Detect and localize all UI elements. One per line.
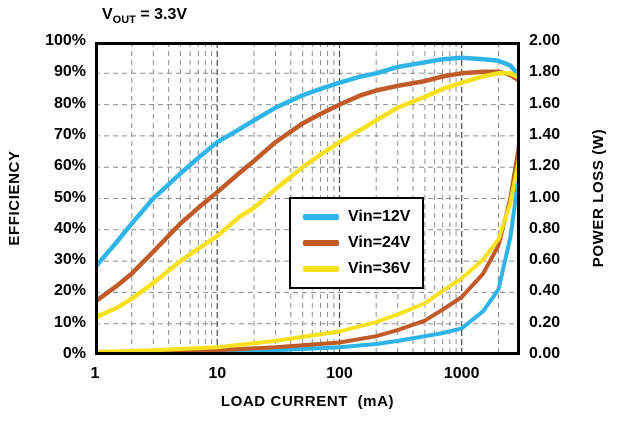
y-left-tick: 40% bbox=[53, 219, 86, 237]
legend-swatch-vin12 bbox=[303, 214, 339, 220]
plot-area bbox=[95, 42, 520, 355]
legend-item-vin12: Vin=12V bbox=[303, 208, 410, 226]
y-left-tick: 100% bbox=[45, 32, 86, 49]
y-right-tick: 0.40 bbox=[529, 282, 561, 300]
y-axis-left-title: EFFICIENCY bbox=[6, 150, 23, 246]
y-right-tick: 2.00 bbox=[529, 32, 561, 49]
x-axis-title: LOAD CURRENT (mA) bbox=[220, 393, 395, 410]
legend-label-vin12: Vin=12V bbox=[348, 208, 411, 225]
legend-label-vin24: Vin=24V bbox=[348, 234, 411, 251]
legend: Vin=12V Vin=24V Vin=36V bbox=[289, 197, 425, 289]
y-right-tick: 1.60 bbox=[529, 94, 561, 112]
chart-title-suffix: = 3.3V bbox=[135, 6, 188, 23]
x-tick: 1000 bbox=[443, 365, 480, 382]
x-tick: 1 bbox=[90, 365, 100, 382]
y-axis-right-title: POWER LOSS (W) bbox=[590, 128, 607, 268]
legend-item-vin36: Vin=36V bbox=[303, 260, 410, 278]
legend-item-vin24: Vin=24V bbox=[303, 234, 410, 252]
x-tick: 10 bbox=[208, 365, 227, 382]
y-left-tick: 70% bbox=[53, 125, 86, 143]
y-left-tick: 90% bbox=[53, 63, 86, 81]
y-right-tick: 0.20 bbox=[529, 313, 561, 331]
y-right-tick: 0.00 bbox=[529, 345, 561, 362]
chart-title: VOUT = 3.3V bbox=[102, 6, 187, 26]
y-left-tick: 10% bbox=[53, 313, 86, 331]
y-left-tick: 50% bbox=[53, 188, 86, 206]
chart-title-subscript: OUT bbox=[112, 14, 136, 27]
y-left-tick: 30% bbox=[53, 251, 86, 269]
y-left-tick: 60% bbox=[53, 157, 86, 175]
legend-swatch-vin24 bbox=[303, 240, 339, 246]
y-left-tick: 0% bbox=[62, 345, 86, 362]
y-right-tick: 1.20 bbox=[529, 157, 561, 175]
chart-title-prefix: V bbox=[102, 6, 113, 23]
y-left-tick: 80% bbox=[53, 94, 86, 112]
x-tick: 100 bbox=[326, 365, 353, 382]
y-right-tick: 0.60 bbox=[529, 251, 561, 269]
y-right-tick: 1.00 bbox=[529, 188, 561, 206]
y-right-tick: 1.80 bbox=[529, 63, 561, 81]
y-right-tick: 1.40 bbox=[529, 125, 561, 143]
legend-swatch-vin36 bbox=[303, 266, 339, 272]
y-left-tick: 20% bbox=[53, 282, 86, 300]
y-right-tick: 0.80 bbox=[529, 219, 561, 237]
legend-label-vin36: Vin=36V bbox=[348, 260, 411, 277]
